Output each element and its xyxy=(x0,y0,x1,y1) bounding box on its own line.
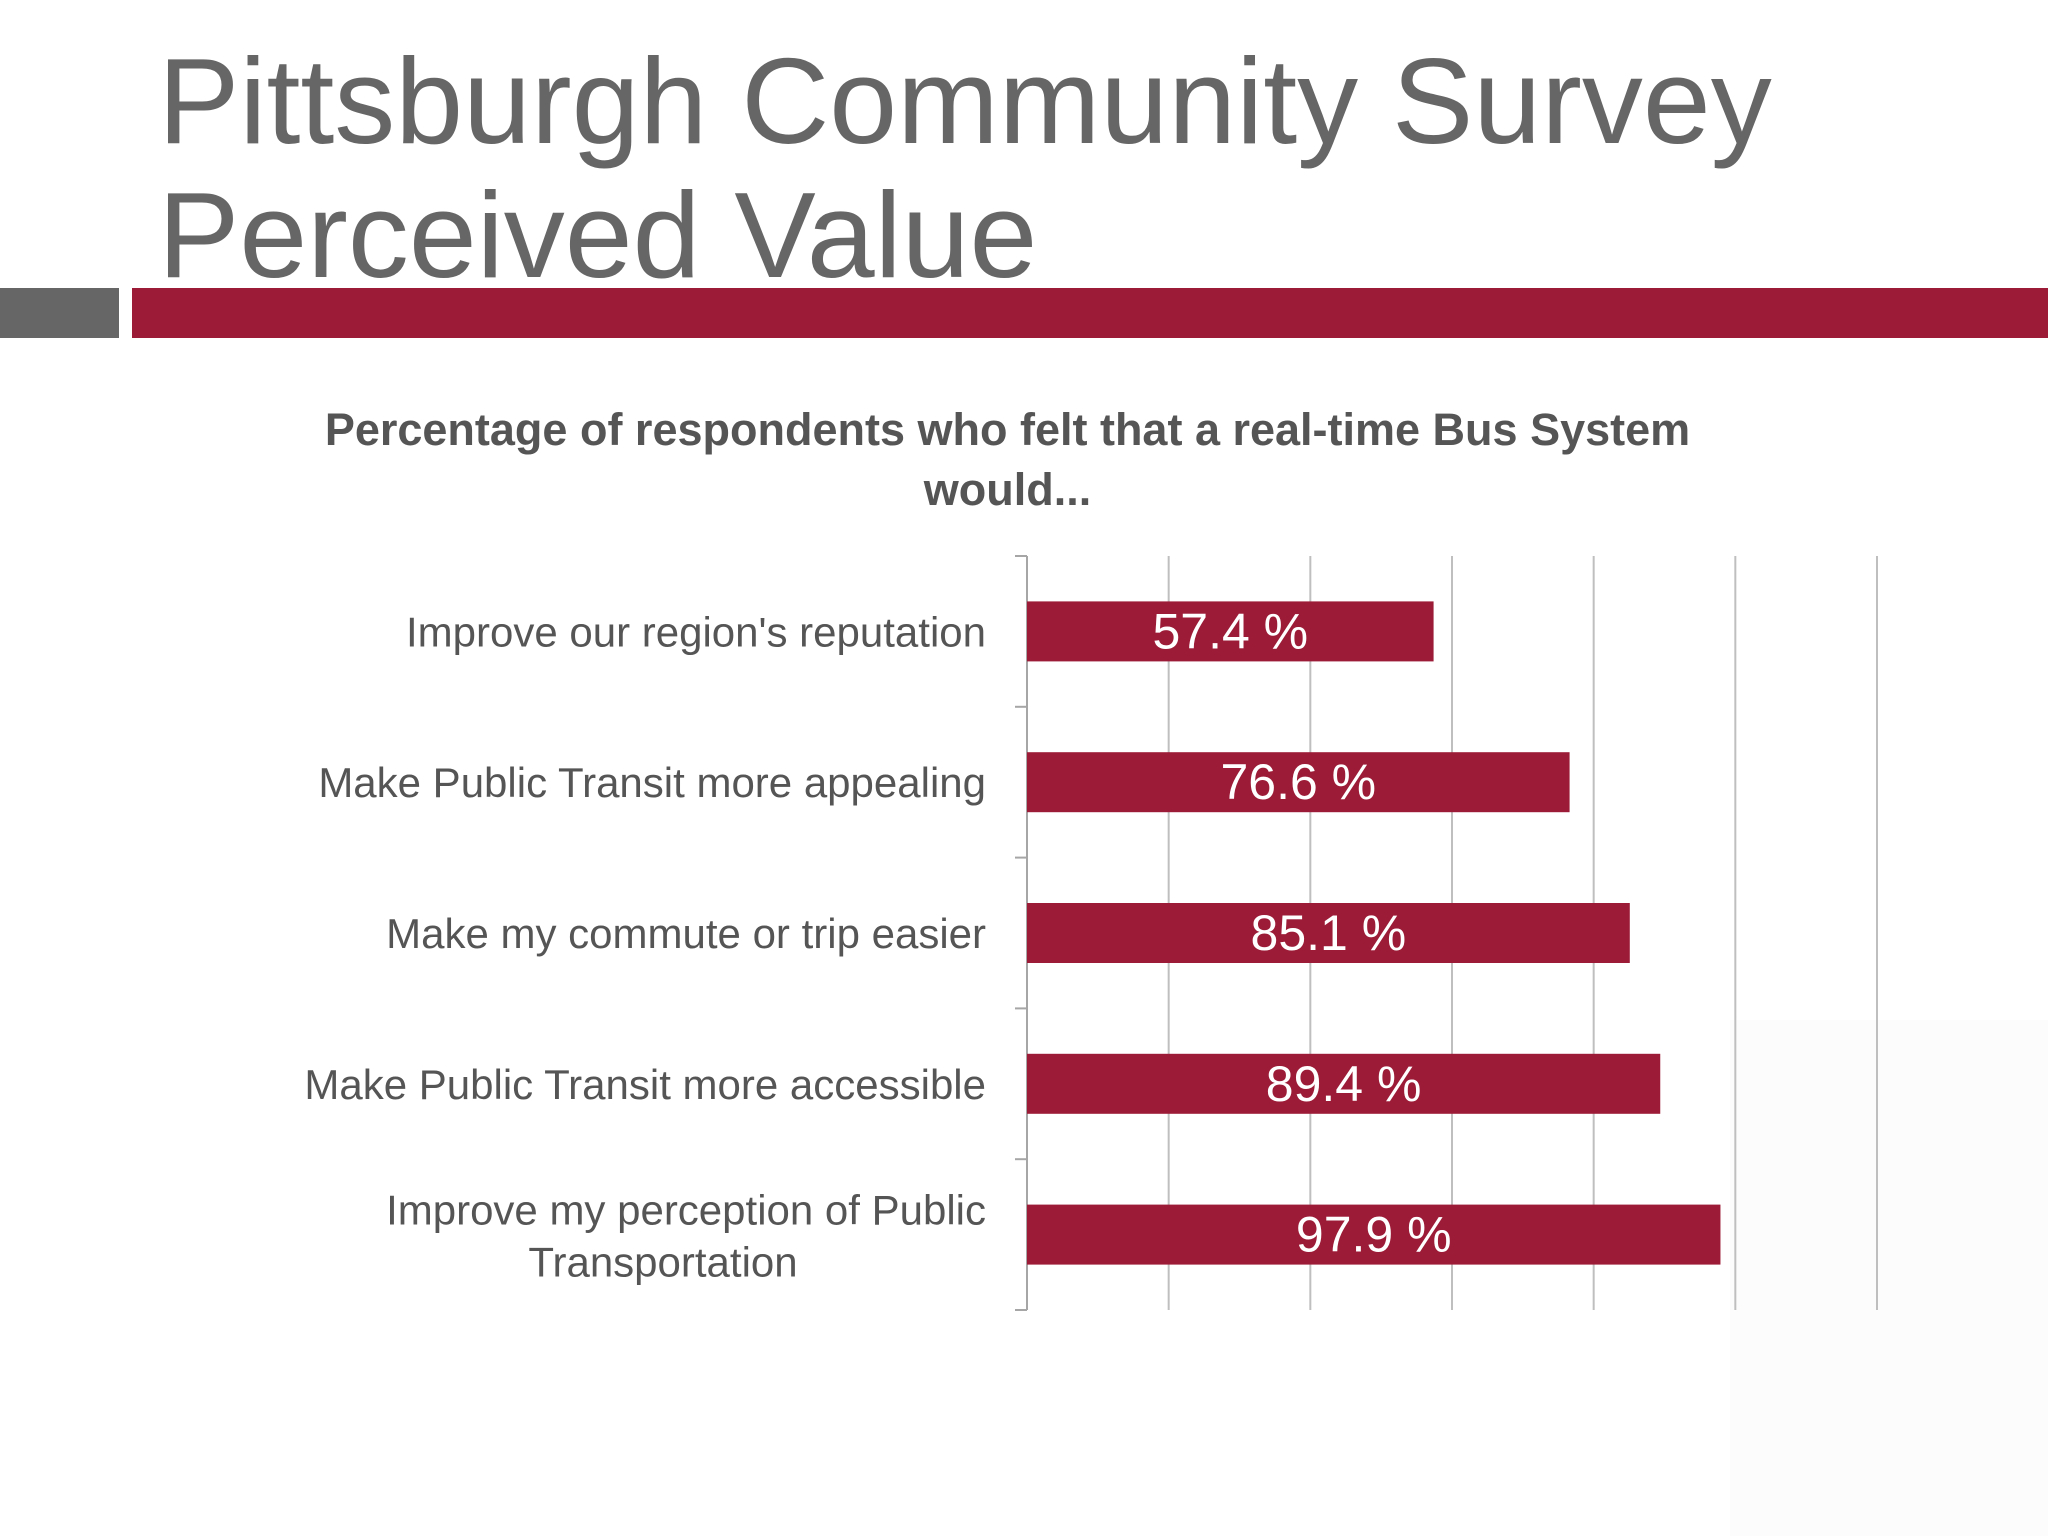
category-label: Improve my perception of Public xyxy=(386,1187,986,1234)
category-label: Make Public Transit more appealing xyxy=(318,759,986,806)
data-label: 76.6 % xyxy=(1220,754,1376,810)
slide-title-line-2: Perceived Value xyxy=(158,167,1038,303)
category-label: Make my commute or trip easier xyxy=(386,910,986,957)
bar xyxy=(1027,601,1434,662)
slide-title: Pittsburgh Community Survey Perceived Va… xyxy=(158,34,1772,302)
category-label: Make Public Transit more accessible xyxy=(304,1061,986,1108)
data-label: 57.4 % xyxy=(1152,603,1308,659)
title-rule-grey-block xyxy=(0,288,119,338)
data-label: 85.1 % xyxy=(1251,905,1407,961)
data-label: 89.4 % xyxy=(1266,1056,1422,1112)
category-label: Transportation xyxy=(528,1239,797,1286)
bar xyxy=(1027,752,1570,813)
title-rule-red-bar xyxy=(132,288,2048,338)
data-label: 97.9 % xyxy=(1296,1207,1452,1263)
bar xyxy=(1027,1204,1721,1265)
background-shade xyxy=(1730,1020,2048,1536)
slide-title-line-1: Pittsburgh Community Survey xyxy=(158,33,1772,169)
category-label: Improve our region's reputation xyxy=(406,608,986,655)
chart-title: Percentage of respondents who felt that … xyxy=(324,404,1691,515)
bar xyxy=(1027,903,1630,963)
bar xyxy=(1027,1053,1661,1114)
